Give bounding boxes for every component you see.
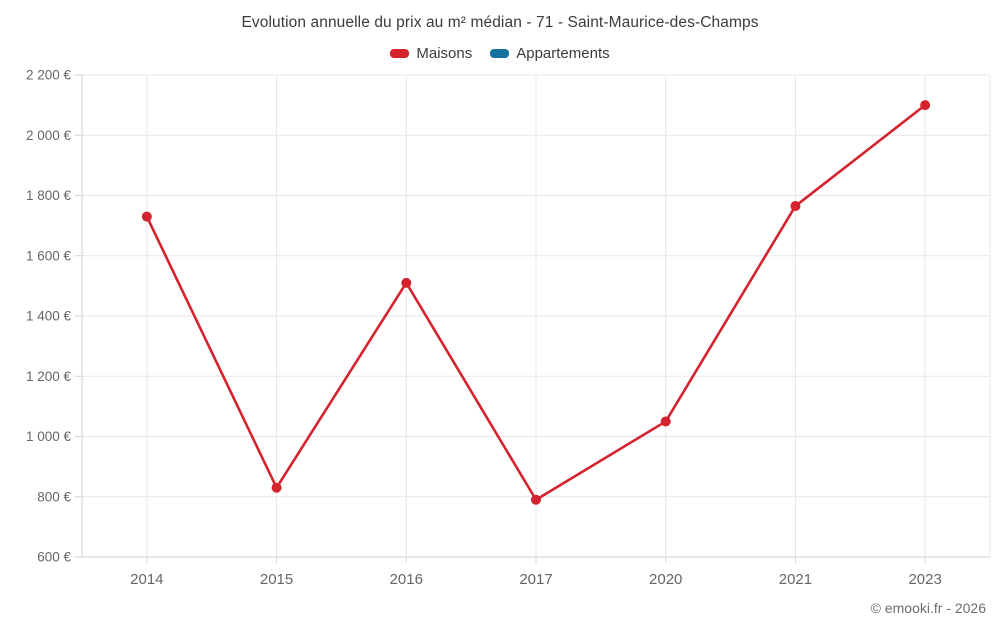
y-axis-label: 800 € [37, 489, 71, 504]
appartements-series-swatch [490, 49, 510, 58]
data-point[interactable] [401, 277, 412, 288]
x-axis-label: 2016 [390, 571, 423, 588]
x-axis-label: 2021 [779, 571, 812, 588]
x-axis-label: 2020 [649, 571, 682, 588]
y-axis-label: 2 000 € [26, 128, 72, 143]
y-axis-label: 2 200 € [26, 68, 72, 83]
x-axis-label: 2015 [260, 571, 293, 588]
y-axis-label: 1 400 € [26, 309, 72, 324]
legend-item-maisons[interactable]: Maisons [390, 45, 472, 62]
y-axis-label: 1 200 € [26, 369, 72, 384]
x-axis-label: 2023 [908, 571, 941, 588]
data-point[interactable] [920, 100, 931, 111]
data-point[interactable] [271, 482, 282, 493]
y-axis-label: 1 600 € [26, 248, 72, 263]
data-point[interactable] [660, 416, 671, 427]
credit-text: © emooki.fr - 2026 [870, 600, 986, 616]
maisons-series-swatch [390, 49, 410, 58]
chart-legend: Maisons Appartements [0, 45, 1000, 62]
legend-label-maisons: Maisons [416, 45, 473, 62]
data-point[interactable] [531, 494, 541, 505]
x-axis-label: 2017 [519, 571, 552, 588]
chart-title: Evolution annuelle du prix au m² médian … [241, 14, 759, 31]
y-axis-label: 1 800 € [26, 188, 72, 203]
data-point[interactable] [141, 211, 152, 222]
x-axis-label: 2014 [130, 571, 163, 588]
data-point[interactable] [790, 201, 801, 212]
legend-label-appartements: Appartements [516, 45, 610, 62]
legend-item-appartements[interactable]: Appartements [490, 45, 610, 62]
y-axis-label: 1 000 € [26, 429, 72, 444]
y-axis-label: 600 € [37, 550, 71, 565]
